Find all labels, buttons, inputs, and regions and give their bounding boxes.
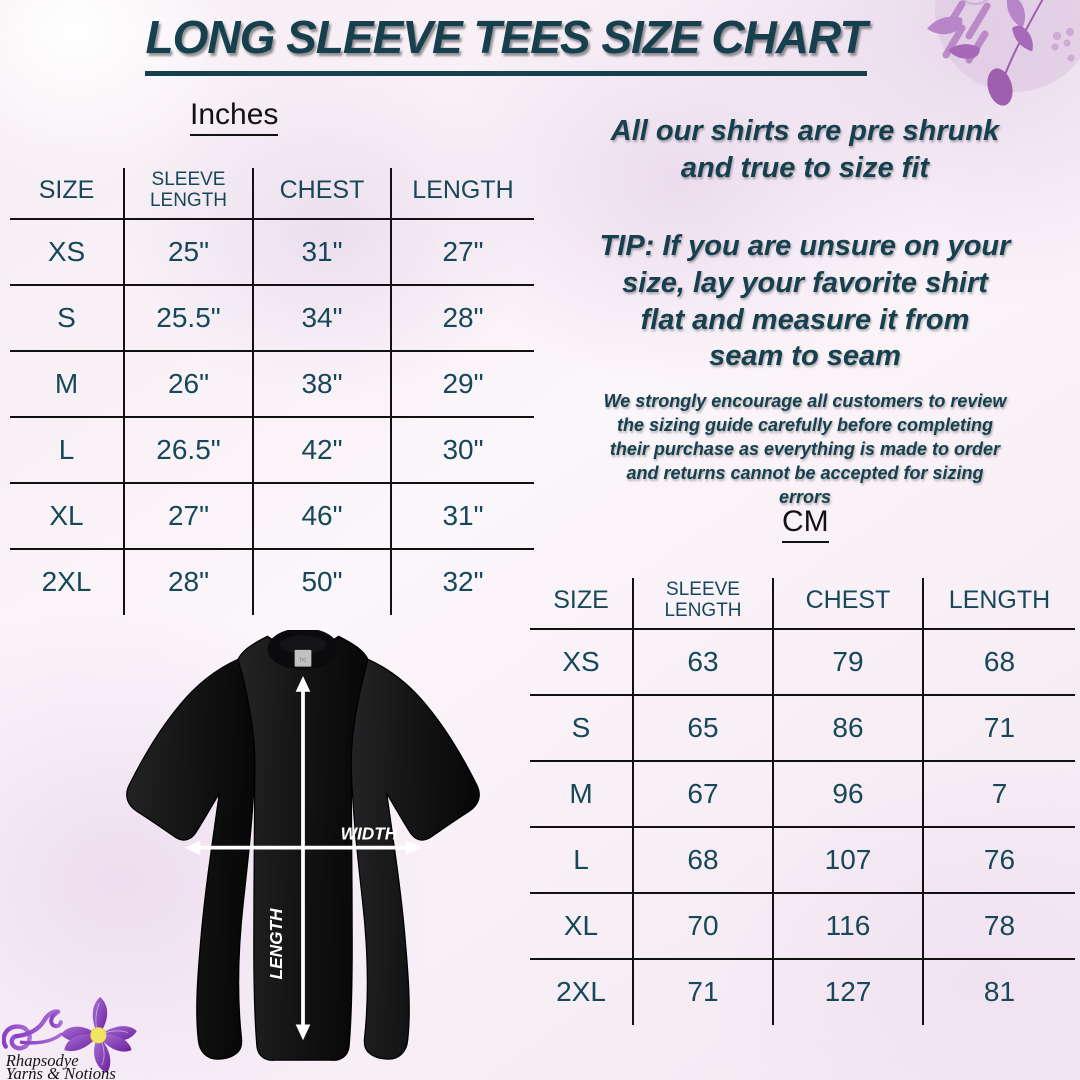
svg-text:LENGTH: LENGTH [266, 908, 286, 979]
svg-text:Yarns & Notions: Yarns & Notions [6, 1064, 116, 1079]
svg-text:bc: bc [300, 656, 307, 663]
svg-text:WIDTH: WIDTH [341, 823, 398, 843]
